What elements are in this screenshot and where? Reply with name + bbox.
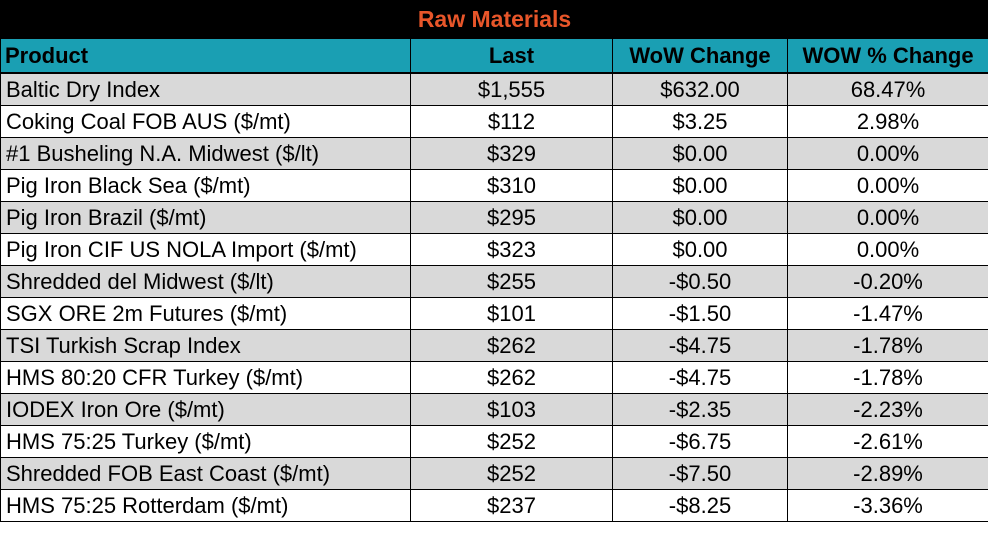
- table-row: Pig Iron Brazil ($/mt) $295 $0.00 0.00%: [0, 201, 988, 234]
- cell-wow-change: $0.00: [612, 137, 788, 170]
- table-row: Shredded del Midwest ($/lt) $255 -$0.50 -0.…: [0, 265, 988, 298]
- cell-wow-pct-change: 2.98%: [786, 105, 988, 138]
- cell-product: Shredded FOB East Coast ($/mt): [0, 457, 411, 490]
- table-row: Baltic Dry Index $1,555 $632.00 68.47%: [0, 73, 988, 106]
- cell-last: $255: [410, 265, 613, 298]
- table-row: HMS 80:20 CFR Turkey ($/mt) $262 -$4.75 -1.…: [0, 361, 988, 394]
- cell-wow-pct-change: -3.36%: [786, 489, 988, 522]
- cell-last: $295: [410, 201, 613, 234]
- table-row: SGX ORE 2m Futures ($/mt) $101 -$1.50 -1.47…: [0, 297, 988, 330]
- cell-wow-pct-change: -1.47%: [786, 297, 988, 330]
- cell-last: $252: [410, 425, 613, 458]
- cell-wow-pct-change: 0.00%: [786, 201, 988, 234]
- raw-materials-table: Raw Materials Product Last WoW Change WO…: [0, 0, 988, 522]
- cell-wow-change: -$1.50: [612, 297, 788, 330]
- cell-wow-change: -$4.75: [612, 361, 788, 394]
- cell-wow-change: $0.00: [612, 233, 788, 266]
- cell-product: HMS 75:25 Rotterdam ($/mt): [0, 489, 411, 522]
- cell-product: TSI Turkish Scrap Index: [0, 329, 411, 362]
- cell-last: $310: [410, 169, 613, 202]
- cell-wow-pct-change: -1.78%: [786, 361, 988, 394]
- cell-product: SGX ORE 2m Futures ($/mt): [0, 297, 411, 330]
- cell-wow-change: -$7.50: [612, 457, 788, 490]
- cell-wow-pct-change: 0.00%: [786, 233, 988, 266]
- cell-wow-change: -$0.50: [612, 265, 788, 298]
- header-wow-change: WoW Change: [612, 38, 788, 74]
- header-wow-pct-change: WOW % Change: [786, 38, 988, 74]
- cell-wow-change: $3.25: [612, 105, 788, 138]
- table-title-row: Raw Materials: [0, 0, 988, 39]
- cell-last: $323: [410, 233, 613, 266]
- cell-product: #1 Busheling N.A. Midwest ($/lt): [0, 137, 411, 170]
- table-row: #1 Busheling N.A. Midwest ($/lt) $329 $0.0…: [0, 137, 988, 170]
- cell-wow-change: $632.00: [612, 73, 788, 106]
- cell-last: $237: [410, 489, 613, 522]
- cell-product: IODEX Iron Ore ($/mt): [0, 393, 411, 426]
- cell-wow-change: -$8.25: [612, 489, 788, 522]
- table-row: HMS 75:25 Turkey ($/mt) $252 -$6.75 -2.61%: [0, 425, 988, 458]
- table-row: Coking Coal FOB AUS ($/mt) $112 $3.25 2.98%: [0, 105, 988, 138]
- cell-product: Pig Iron Brazil ($/mt): [0, 201, 411, 234]
- cell-wow-pct-change: 0.00%: [786, 169, 988, 202]
- header-product: Product: [0, 38, 411, 74]
- table-title: Raw Materials: [0, 0, 988, 39]
- cell-wow-pct-change: -2.23%: [786, 393, 988, 426]
- cell-product: Baltic Dry Index: [0, 73, 411, 106]
- cell-wow-pct-change: -2.61%: [786, 425, 988, 458]
- cell-last: $112: [410, 105, 613, 138]
- table-row: TSI Turkish Scrap Index $262 -$4.75 -1.78%: [0, 329, 988, 362]
- cell-product: HMS 80:20 CFR Turkey ($/mt): [0, 361, 411, 394]
- cell-last: $252: [410, 457, 613, 490]
- table-row: HMS 75:25 Rotterdam ($/mt) $237 -$8.25 -3.3…: [0, 489, 988, 522]
- cell-last: $103: [410, 393, 613, 426]
- cell-wow-pct-change: -0.20%: [786, 265, 988, 298]
- table-row: Shredded FOB East Coast ($/mt) $252 -$7.50…: [0, 457, 988, 490]
- cell-product: HMS 75:25 Turkey ($/mt): [0, 425, 411, 458]
- cell-wow-pct-change: 68.47%: [786, 73, 988, 106]
- cell-wow-pct-change: 0.00%: [786, 137, 988, 170]
- cell-product: Pig Iron Black Sea ($/mt): [0, 169, 411, 202]
- cell-wow-change: -$2.35: [612, 393, 788, 426]
- table-row: Pig Iron Black Sea ($/mt) $310 $0.00 0.00%: [0, 169, 988, 202]
- cell-last: $329: [410, 137, 613, 170]
- cell-last: $262: [410, 361, 613, 394]
- cell-last: $1,555: [410, 73, 613, 106]
- cell-product: Pig Iron CIF US NOLA Import ($/mt): [0, 233, 411, 266]
- cell-wow-pct-change: -2.89%: [786, 457, 988, 490]
- header-last: Last: [410, 38, 613, 74]
- cell-product: Coking Coal FOB AUS ($/mt): [0, 105, 411, 138]
- cell-wow-pct-change: -1.78%: [786, 329, 988, 362]
- cell-wow-change: $0.00: [612, 201, 788, 234]
- table-row: IODEX Iron Ore ($/mt) $103 -$2.35 -2.23%: [0, 393, 988, 426]
- cell-last: $262: [410, 329, 613, 362]
- cell-product: Shredded del Midwest ($/lt): [0, 265, 411, 298]
- cell-wow-change: -$6.75: [612, 425, 788, 458]
- table-header-row: Product Last WoW Change WOW % Change: [0, 38, 988, 74]
- cell-wow-change: $0.00: [612, 169, 788, 202]
- cell-wow-change: -$4.75: [612, 329, 788, 362]
- table-row: Pig Iron CIF US NOLA Import ($/mt) $323 $0…: [0, 233, 988, 266]
- cell-last: $101: [410, 297, 613, 330]
